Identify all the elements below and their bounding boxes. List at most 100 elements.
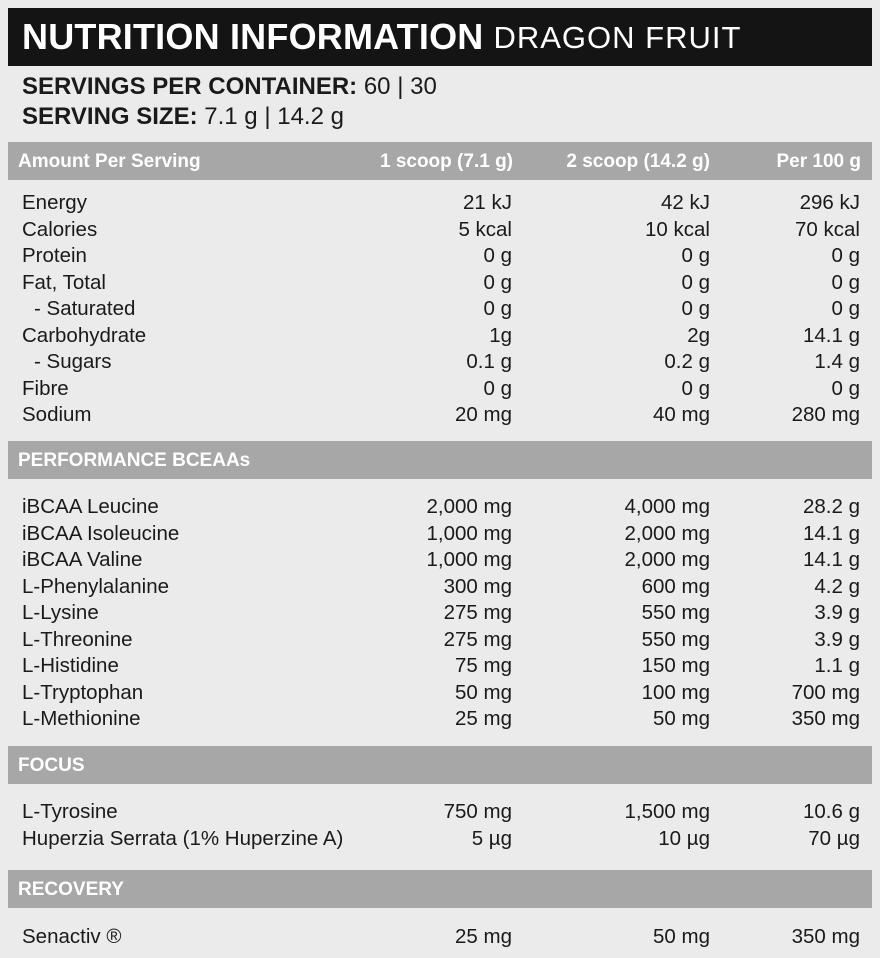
row-name: iBCAA Isoleucine bbox=[22, 521, 180, 545]
section-title-performance: PERFORMANCE BCEAAs bbox=[18, 450, 251, 471]
table-row: L-Tryptophan 50 mg 100 mg 700 mg bbox=[0, 679, 880, 706]
serving-size-value: 7.1 g | 14.2 g bbox=[204, 103, 344, 130]
value-2-scoop: 2,000 mg bbox=[624, 521, 710, 545]
value-1-scoop: 0 g bbox=[483, 376, 513, 400]
performance-rows: iBCAA Leucine 2,000 mg 4,000 mg 28.2 g iBCAA… bbox=[0, 493, 880, 732]
table-row: iBCAA Isoleucine 1,000 mg 2,000 mg 14.1 g bbox=[0, 520, 880, 547]
value-1-scoop: 1,000 mg bbox=[426, 521, 512, 545]
value-per-100g: 14.1 g bbox=[803, 521, 860, 545]
value-1-scoop: 20 mg bbox=[455, 403, 512, 426]
value-2-scoop: 0 g bbox=[681, 244, 711, 267]
row-name: iBCAA Valine bbox=[22, 548, 143, 571]
value-2-scoop: 600 mg bbox=[641, 574, 710, 598]
column-header-2-scoop: 2 scoop (14.2 g) bbox=[566, 151, 710, 172]
row-name: Energy bbox=[22, 191, 87, 214]
row-name: Fibre bbox=[22, 376, 69, 400]
section-title-focus: FOCUS bbox=[18, 755, 85, 776]
row-name: Huperzia Serrata (1% Huperzine A) bbox=[22, 826, 344, 850]
table-row: L-Threonine 275 mg 550 mg 3.9 g bbox=[0, 626, 880, 653]
value-per-100g: 0 g bbox=[831, 376, 861, 400]
table-row: Protein 0 g 0 g 0 g bbox=[0, 242, 880, 269]
focus-rows: L-Tyrosine 750 mg 1,500 mg 10.6 g Huperzia S… bbox=[0, 798, 880, 851]
value-1-scoop: 0.1 g bbox=[466, 350, 512, 373]
table-row: Huperzia Serrata (1% Huperzine A) 5 µg 10 … bbox=[0, 825, 880, 852]
value-2-scoop: 0 g bbox=[681, 297, 711, 320]
label-title: NUTRITION INFORMATION bbox=[22, 16, 484, 57]
table-row: Fibre 0 g 0 g 0 g bbox=[0, 375, 880, 402]
value-per-100g: 0 g bbox=[831, 270, 861, 294]
value-2-scoop: 150 mg bbox=[641, 654, 710, 677]
table-row: L-Lysine 275 mg 550 mg 3.9 g bbox=[0, 599, 880, 626]
table-row: L-Histidine 75 mg 150 mg 1.1 g bbox=[0, 652, 880, 679]
row-name: L-Histidine bbox=[22, 654, 119, 677]
row-name: Sodium bbox=[22, 403, 92, 426]
value-per-100g: 1.1 g bbox=[814, 654, 860, 677]
row-name: L-Tryptophan bbox=[22, 680, 144, 704]
row-name: Fat, Total bbox=[22, 270, 106, 294]
value-1-scoop: 275 mg bbox=[443, 601, 512, 624]
row-name: Senactiv ® bbox=[22, 925, 122, 948]
table-row: Fat, Total 0 g 0 g 0 g bbox=[0, 269, 880, 296]
row-name: L-Tyrosine bbox=[22, 800, 118, 823]
column-header-name: Amount Per Serving bbox=[18, 151, 201, 172]
value-2-scoop: 0.2 g bbox=[664, 350, 710, 373]
value-1-scoop: 5 µg bbox=[471, 826, 512, 850]
value-per-100g: 280 mg bbox=[791, 403, 860, 426]
value-1-scoop: 750 mg bbox=[443, 800, 512, 823]
value-1-scoop: 275 mg bbox=[443, 627, 512, 651]
value-2-scoop: 0 g bbox=[681, 270, 711, 294]
value-per-100g: 296 kJ bbox=[799, 191, 860, 214]
value-2-scoop: 42 kJ bbox=[661, 191, 710, 214]
table-row: - Saturated 0 g 0 g 0 g bbox=[0, 295, 880, 322]
value-1-scoop: 0 g bbox=[483, 244, 513, 267]
value-2-scoop: 100 mg bbox=[641, 680, 710, 704]
flavor-name: DRAGON FRUIT bbox=[493, 20, 742, 55]
row-name: - Saturated bbox=[34, 297, 136, 320]
value-per-100g: 350 mg bbox=[791, 925, 860, 948]
section-header-focus: FOCUS bbox=[8, 746, 872, 784]
title-bar: NUTRITION INFORMATION DRAGON FRUIT bbox=[8, 8, 872, 66]
value-2-scoop: 2g bbox=[687, 323, 710, 347]
value-1-scoop: 25 mg bbox=[455, 925, 512, 948]
value-1-scoop: 1g bbox=[489, 323, 512, 347]
nutrient-rows: Energy 21 kJ 42 kJ 296 kJ Calories 5 kcal 10 k… bbox=[0, 189, 880, 428]
column-header-per-100g: Per 100 g bbox=[776, 151, 862, 172]
value-1-scoop: 21 kJ bbox=[463, 191, 512, 214]
table-row: Calories 5 kcal 10 kcal 70 kcal bbox=[0, 216, 880, 243]
row-name: Carbohydrate bbox=[22, 323, 147, 347]
recovery-rows: Senactiv ® 25 mg 50 mg 350 mg bbox=[0, 923, 880, 950]
value-per-100g: 0 g bbox=[831, 297, 861, 320]
value-1-scoop: 0 g bbox=[483, 270, 513, 294]
value-2-scoop: 0 g bbox=[681, 376, 711, 400]
value-1-scoop: 5 kcal bbox=[458, 217, 512, 241]
row-name: iBCAA Leucine bbox=[22, 495, 159, 518]
value-1-scoop: 2,000 mg bbox=[426, 495, 512, 518]
value-per-100g: 1.4 g bbox=[814, 350, 860, 373]
value-per-100g: 350 mg bbox=[791, 707, 860, 730]
value-per-100g: 10.6 g bbox=[803, 800, 860, 823]
value-per-100g: 4.2 g bbox=[814, 574, 860, 598]
value-2-scoop: 550 mg bbox=[641, 627, 710, 651]
value-per-100g: 28.2 g bbox=[803, 495, 860, 518]
servings-value: 60 | 30 bbox=[363, 73, 437, 100]
section-title-recovery: RECOVERY bbox=[18, 879, 124, 900]
column-header: Amount Per Serving 1 scoop (7.1 g) 2 sco… bbox=[8, 142, 872, 180]
row-name: L-Lysine bbox=[22, 601, 99, 624]
row-name: Protein bbox=[22, 244, 87, 267]
value-1-scoop: 1,000 mg bbox=[426, 548, 512, 571]
table-row: iBCAA Leucine 2,000 mg 4,000 mg 28.2 g bbox=[0, 493, 880, 520]
value-2-scoop: 1,500 mg bbox=[624, 800, 710, 823]
row-name: L-Methionine bbox=[22, 707, 141, 730]
table-row: Sodium 20 mg 40 mg 280 mg bbox=[0, 401, 880, 428]
section-header-performance: PERFORMANCE BCEAAs bbox=[8, 441, 872, 479]
value-2-scoop: 10 kcal bbox=[645, 217, 710, 241]
value-2-scoop: 2,000 mg bbox=[624, 548, 710, 571]
value-2-scoop: 50 mg bbox=[653, 707, 710, 730]
value-per-100g: 3.9 g bbox=[814, 601, 860, 624]
value-1-scoop: 75 mg bbox=[455, 654, 512, 677]
row-name: Calories bbox=[22, 217, 98, 241]
servings-per-container: SERVINGS PER CONTAINER: 60 | 30 bbox=[22, 73, 437, 101]
value-2-scoop: 40 mg bbox=[653, 403, 710, 426]
value-2-scoop: 10 µg bbox=[658, 826, 710, 850]
row-name: - Sugars bbox=[34, 350, 112, 373]
